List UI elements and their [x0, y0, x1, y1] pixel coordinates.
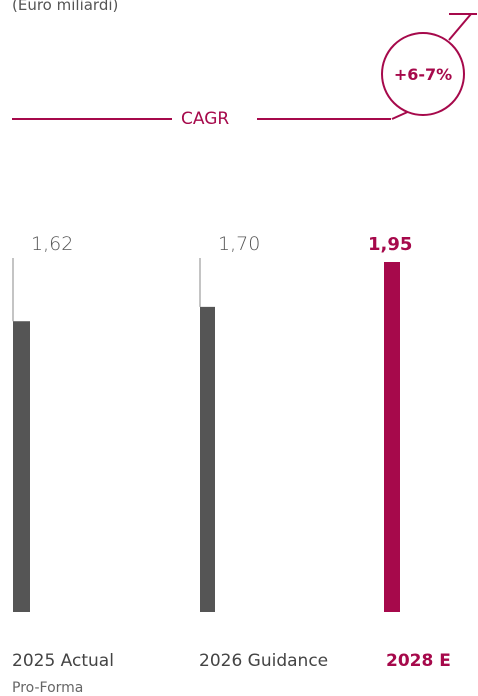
bar-value-label: 1,70	[218, 233, 260, 255]
bars-group: 1,62 2025 Actual Pro-Forma 1,70 2026 Guidanc…	[12, 233, 451, 696]
category-sublabel: Pro-Forma	[12, 680, 83, 696]
bar-3	[384, 262, 400, 612]
bar-1	[13, 321, 30, 612]
cagr-label: CAGR	[181, 109, 229, 129]
bar-2	[200, 306, 215, 612]
bar-value-label: 1,62	[31, 233, 73, 255]
cagr-value: +6-7%	[394, 65, 452, 84]
badge-arrow-shaft	[448, 13, 472, 41]
category-label: 2028 E	[386, 651, 451, 671]
bar-value-label: 1,95	[368, 234, 412, 255]
cagr-badge: +6-7%	[381, 13, 477, 120]
chart-unit-label: (Euro miliardi)	[12, 0, 118, 14]
category-label: 2025 Actual	[12, 651, 114, 671]
category-label: 2026 Guidance	[199, 651, 328, 671]
cagr-badge-circle	[381, 32, 465, 116]
